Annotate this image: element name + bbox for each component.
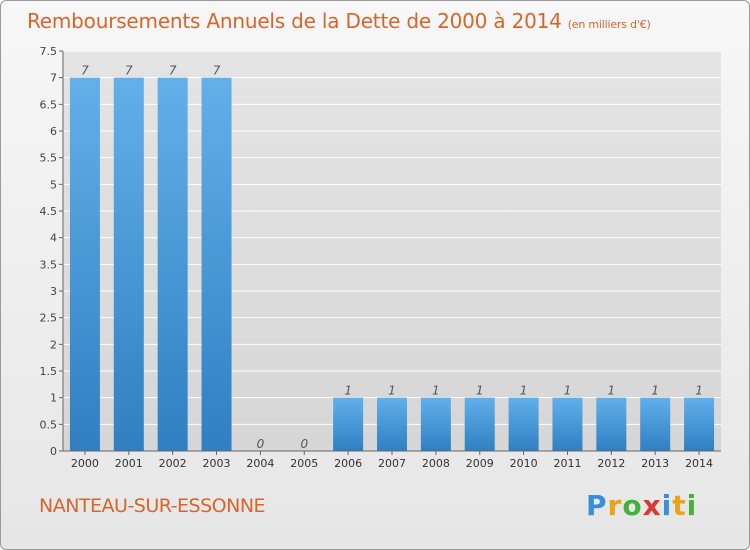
data-label: 1 <box>564 384 572 398</box>
bar <box>377 397 407 451</box>
bar <box>420 397 451 451</box>
x-tick-label: 2008 <box>422 457 450 470</box>
y-tick-label: 2 <box>50 338 57 351</box>
bar <box>508 397 539 451</box>
x-tick-label: 2009 <box>466 457 494 470</box>
bar <box>640 397 671 451</box>
logo-letter: r <box>607 489 623 522</box>
x-tick-label: 2007 <box>378 457 406 470</box>
y-tick-label: 1 <box>50 392 57 405</box>
data-label: 1 <box>608 384 616 398</box>
y-tick-label: 7.5 <box>40 45 58 58</box>
y-tick-label: 7 <box>50 72 57 85</box>
x-tick-label: 2004 <box>246 457 274 470</box>
y-tick-label: 6.5 <box>40 98 58 111</box>
logo-letter: P <box>586 489 608 522</box>
x-tick-label: 2012 <box>597 457 625 470</box>
x-tick-label: 2002 <box>159 457 187 470</box>
data-label: 1 <box>388 384 396 398</box>
data-label: 1 <box>344 384 352 398</box>
title-text: Remboursements Annuels de la Dette de 20… <box>27 9 562 33</box>
data-label: 7 <box>169 64 177 78</box>
bar <box>201 77 232 452</box>
y-tick-label: 2.5 <box>40 312 58 325</box>
y-tick-label: 5.5 <box>40 152 58 165</box>
data-labels: 7 7 7 7 0 0 1 1 1 1 1 1 1 1 1 <box>81 64 703 451</box>
y-tick-label: 4 <box>50 232 57 245</box>
y-tick-label: 5 <box>50 178 57 191</box>
data-label: 0 <box>300 437 308 451</box>
data-label: 1 <box>651 384 659 398</box>
logo-letter: x <box>642 489 662 522</box>
bars-group <box>69 77 715 452</box>
y-tick-label: 0 <box>50 445 57 458</box>
bar <box>684 397 715 451</box>
x-tick-label: 2014 <box>685 457 713 470</box>
logo-letter: o <box>622 489 643 522</box>
y-tick-label: 4.5 <box>40 205 58 218</box>
bar <box>596 397 627 451</box>
logo-letter: i <box>661 489 673 522</box>
x-tick-label: 2010 <box>510 457 538 470</box>
x-tick-label: 2001 <box>115 457 143 470</box>
x-axis: 2000 2001 2002 2003 2004 2005 2006 2007 2008 2009… <box>63 450 721 470</box>
x-tick-label: 2000 <box>71 457 99 470</box>
chart-title: Remboursements Annuels de la Dette de 20… <box>27 9 651 33</box>
bar <box>464 397 495 451</box>
unit-label: (en milliers d'€) <box>567 18 651 31</box>
y-tick-label: 6 <box>50 125 57 138</box>
bar <box>552 397 583 451</box>
data-label: 0 <box>257 437 265 451</box>
bar <box>69 77 100 452</box>
x-tick-label: 2003 <box>203 457 231 470</box>
bar <box>157 77 188 452</box>
y-tick-label: 1.5 <box>40 365 58 378</box>
commune-name: NANTEAU-SUR-ESSONNE <box>39 495 266 517</box>
data-label: 1 <box>432 384 440 398</box>
data-label: 1 <box>476 384 484 398</box>
y-tick-label: 3.5 <box>40 258 58 271</box>
y-axis: 0 0.5 1 1.5 2 2.5 3 3.5 4 4.5 5 5.5 6 6.5 7 7.5 <box>40 45 64 458</box>
proxiti-logo[interactable]: Proxiti <box>586 489 697 522</box>
data-label: 1 <box>695 384 703 398</box>
x-tick-label: 2011 <box>553 457 581 470</box>
y-tick-label: 0.5 <box>40 418 58 431</box>
logo-letter: i <box>686 489 698 522</box>
data-label: 7 <box>213 64 221 78</box>
bar <box>333 397 364 451</box>
data-label: 7 <box>125 64 133 78</box>
y-tick-label: 3 <box>50 285 57 298</box>
x-tick-label: 2013 <box>641 457 669 470</box>
x-tick-label: 2005 <box>290 457 318 470</box>
logo-letter: t <box>672 489 687 522</box>
bar <box>113 77 144 452</box>
x-tick-label: 2006 <box>334 457 362 470</box>
data-label: 7 <box>81 64 89 78</box>
data-label: 1 <box>520 384 528 398</box>
